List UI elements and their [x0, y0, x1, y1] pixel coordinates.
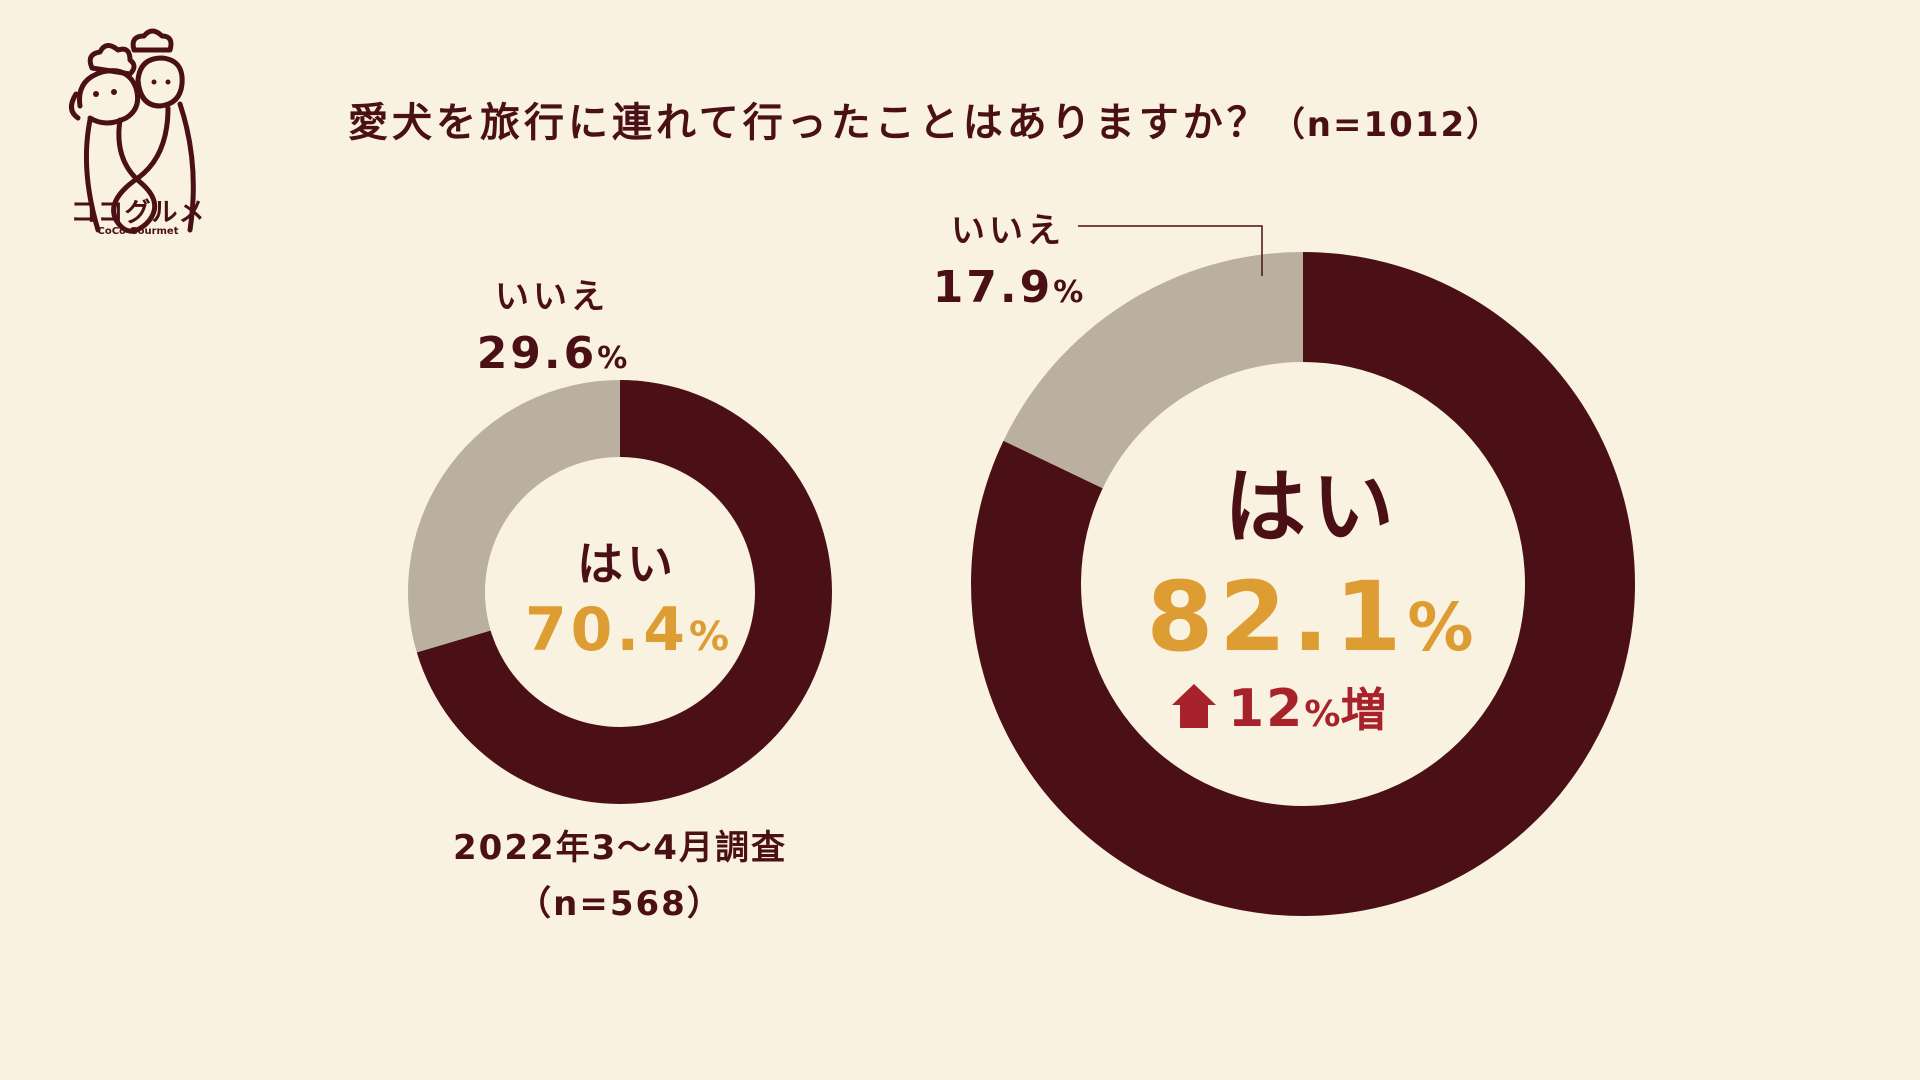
chart2-change-value: 12: [1228, 679, 1304, 739]
chart2-change-group: 12%増: [1228, 679, 1386, 739]
chart2-no-value-group: 17.9%: [933, 262, 1084, 313]
chart1-yes-value: 70.4: [525, 595, 689, 665]
chart2-yes-value: 82.1: [1147, 561, 1408, 673]
chart2-change-suffix: 増: [1340, 683, 1386, 737]
chart1-no-value-group: 29.6%: [477, 328, 628, 379]
chart1-yes-unit: %: [689, 614, 729, 660]
title-sample-size: （n=1012）: [1270, 105, 1503, 145]
chart1-caption: 2022年3〜4月調査 （n=568）: [380, 820, 860, 932]
chart2-slice-no: [1003, 252, 1303, 489]
chart2-yes-value-group: 82.1%: [1147, 561, 1474, 673]
chart1-yes-value-group: 70.4%: [525, 595, 729, 665]
chart1-no-unit: %: [597, 341, 627, 376]
coco-gourmet-logo: [69, 28, 196, 234]
arrow-up-icon: [1172, 684, 1216, 728]
chart2-slice-yes: [971, 252, 1635, 916]
chart1-sample-size: （n=568）: [517, 884, 723, 924]
chart1-no-label: いいえ: [495, 277, 609, 317]
title-question: 愛犬を旅行に連れて行ったことはありますか？: [348, 100, 1271, 146]
chart1-slice-no: [407, 380, 620, 653]
chart2-yes-label: はい: [1224, 460, 1400, 555]
chart2-no-label: いいえ: [951, 211, 1065, 251]
chart1-survey-date: 2022年3〜4月調査: [453, 828, 787, 868]
brand-name: ココグルメ: [70, 198, 206, 228]
chart-title: 愛犬を旅行に連れて行ったことはありますか？（n=1012）: [348, 90, 1502, 148]
chart1-slice-yes: [416, 380, 832, 804]
chart2-no-unit: %: [1053, 275, 1083, 310]
chart1-no-value: 29.6: [477, 328, 598, 379]
chart2-change-unit: %: [1304, 694, 1340, 735]
chart2-yes-unit: %: [1407, 589, 1473, 666]
chart2-no-value: 17.9: [933, 262, 1054, 313]
brand-name-en: CoCo Gourmet: [97, 226, 179, 237]
chart2-leader-line: [1078, 225, 1263, 276]
chart1-yes-label: はい: [577, 537, 677, 591]
